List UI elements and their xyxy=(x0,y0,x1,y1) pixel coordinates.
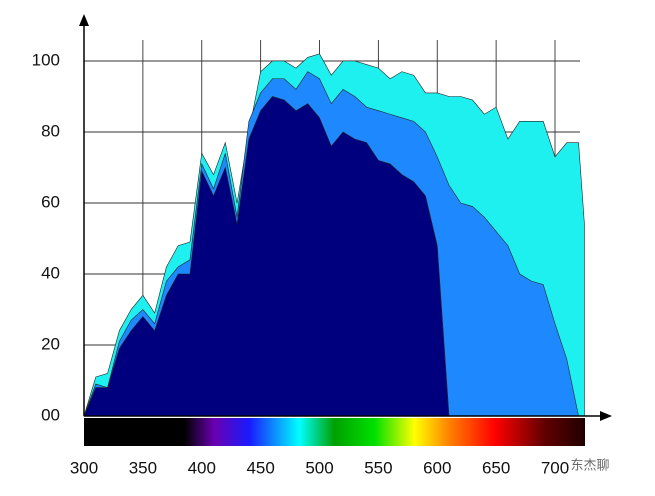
x-tick-label: 500 xyxy=(305,458,333,477)
y-tick-label: 100 xyxy=(32,50,60,69)
labels: 00 20 40 60 80 100 300 350 400 450 500 550 600 650 700 xyxy=(32,50,570,477)
areas xyxy=(83,53,585,417)
y-tick-label: 60 xyxy=(41,192,60,211)
y-tick-label: 20 xyxy=(41,334,60,353)
x-tick-label: 450 xyxy=(246,458,274,477)
x-tick-label: 550 xyxy=(364,458,392,477)
x-tick-label: 650 xyxy=(482,458,510,477)
x-tick-label: 600 xyxy=(423,458,451,477)
watermark: 东杰聊 xyxy=(570,457,609,472)
x-axis-arrow xyxy=(600,411,612,421)
x-tick-label: 300 xyxy=(70,458,98,477)
x-tick-label: 350 xyxy=(129,458,157,477)
y-axis-arrow xyxy=(79,14,89,26)
x-tick-label: 700 xyxy=(541,458,569,477)
spectrum-bar xyxy=(84,418,585,446)
y-tick-label: 80 xyxy=(41,121,60,140)
y-tick-label: 40 xyxy=(41,263,60,282)
x-tick-label: 400 xyxy=(188,458,216,477)
y-tick-label: 00 xyxy=(41,405,60,424)
